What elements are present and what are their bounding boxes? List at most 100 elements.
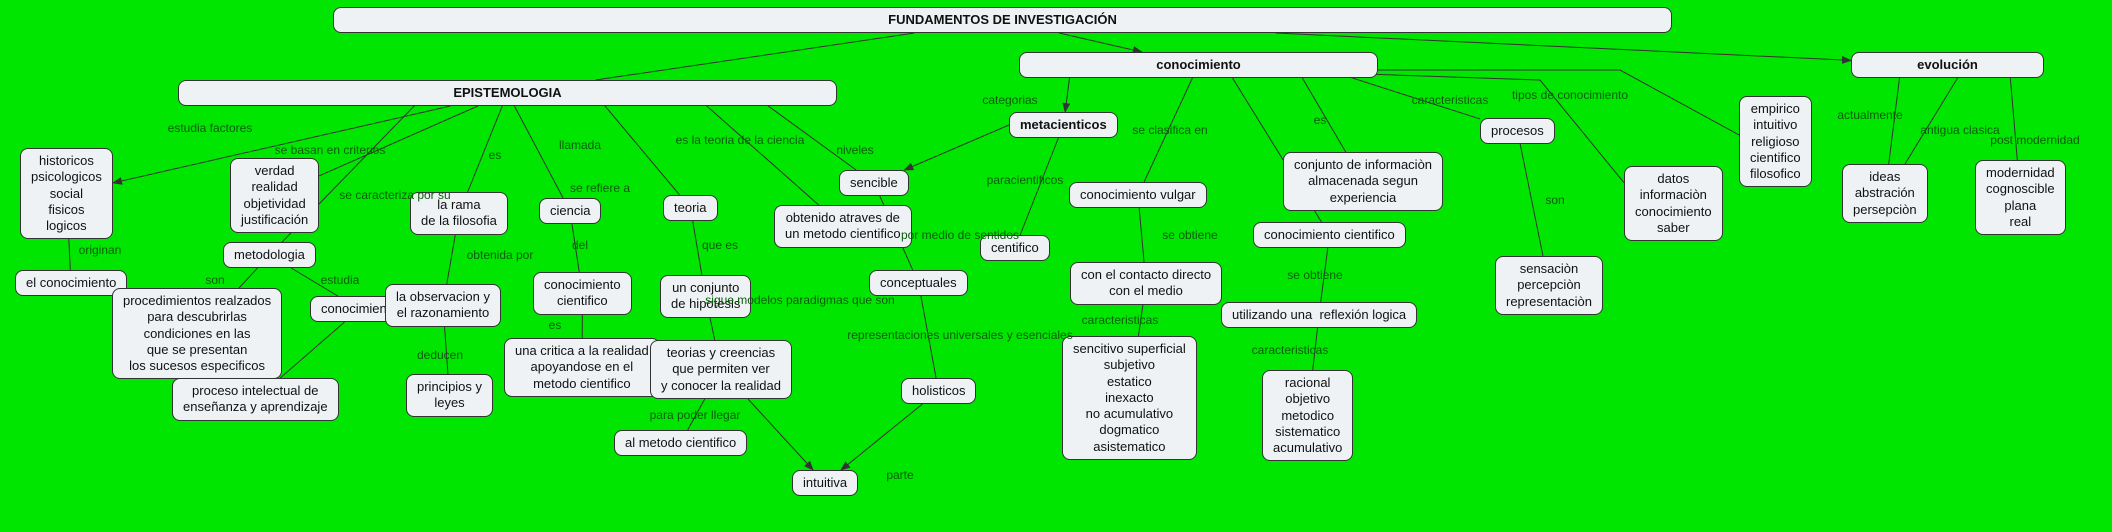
edge-vulgar-contacto xyxy=(1139,208,1144,262)
node-proc: procedimientos realzados para descubrirl… xyxy=(112,288,282,379)
edge-root-conoc xyxy=(1059,33,1142,52)
edge-conoc2-proceso xyxy=(280,322,344,378)
edge-rama-obs xyxy=(447,235,456,284)
edge-epist-obten xyxy=(700,100,819,205)
node-evol: evolución xyxy=(1851,52,2044,78)
edge-epist-rama xyxy=(468,106,503,192)
edge-epist-senc xyxy=(760,100,856,170)
edge-label-evol-modern: post modernidad xyxy=(1990,133,2079,147)
node-intu: intuitiva xyxy=(792,470,858,496)
edge-label-concep-holis: representaciones universales y esenciale… xyxy=(847,328,1072,342)
edge-hist-elcon xyxy=(69,239,71,270)
edge-ciencia-concient xyxy=(572,224,579,272)
edge-procesos-sens xyxy=(1520,144,1543,256)
node-cent: centifico xyxy=(980,235,1050,261)
node-concep: conceptuales xyxy=(869,270,968,296)
node-holis: holisticos xyxy=(901,378,976,404)
edge-label-conoc-procesos: caracteristicas xyxy=(1412,93,1489,107)
node-elcon: el conocimiento xyxy=(15,270,127,296)
edge-conoc-meta xyxy=(1065,74,1070,112)
edge-label-rama-obs: obtenida por xyxy=(467,248,534,262)
edge-evol-ideas xyxy=(1889,74,1900,164)
node-hist: historicos psicologicos social fisicos l… xyxy=(20,148,113,239)
node-contacto: con el contacto directo con el medio xyxy=(1070,262,1222,305)
edge-label-contacto-sencit: caracteristicas xyxy=(1082,313,1159,327)
edge-label-epist-verdad: se basan en criterios xyxy=(275,143,386,157)
edge-label-epist-teoria: se refiere a xyxy=(570,181,630,195)
edge-label-concient-critica: es xyxy=(549,318,562,332)
edge-evol-ideas xyxy=(1905,74,1960,164)
edge-label-concien2-reflex: se obtiene xyxy=(1287,268,1342,282)
node-sencit: sencitivo superficial subjetivo estatico… xyxy=(1062,336,1197,460)
edge-label-vulgar-contacto: se obtiene xyxy=(1162,228,1217,242)
edge-teorias-intu xyxy=(748,399,813,470)
edge-label-evol-ideas: antigua clasica xyxy=(1920,123,1999,137)
node-reflex: utilizando una reflexión logica xyxy=(1221,302,1417,328)
edge-label-meta-cent: paracientificos xyxy=(987,173,1064,187)
edge-root-epist xyxy=(596,33,915,80)
edge-metod-conoc2 xyxy=(291,268,338,296)
node-rama: la rama de la filosofia xyxy=(410,192,508,235)
edge-conoc-conjinfo xyxy=(1300,74,1346,152)
edge-label-epist-rama: es xyxy=(489,148,502,162)
edge-label-teorias-almet: para poder llegar xyxy=(650,408,741,422)
edge-epist-verdad xyxy=(319,106,478,176)
node-ideas: ideas abstración persepciòn xyxy=(1842,164,1928,223)
edge-label-epist-senc: niveles xyxy=(836,143,873,157)
node-conjinfo: conjunto de informaciòn almacenada segun… xyxy=(1283,152,1443,211)
node-racional: racional objetivo metodico sistematico a… xyxy=(1262,370,1353,461)
node-meta: metacienticos xyxy=(1009,112,1118,138)
edge-label-epist-hist: estudia factores xyxy=(168,121,253,135)
edge-reflex-racional xyxy=(1313,328,1318,370)
edge-teoria-hipot xyxy=(693,221,702,275)
edge-meta-senc xyxy=(904,125,1009,170)
node-teoria: teoria xyxy=(663,195,718,221)
node-proceso: proceso intelectual de enseñanza y apren… xyxy=(172,378,339,421)
node-sens: sensaciòn percepciòn representaciòn xyxy=(1495,256,1603,315)
node-obten: obtenido atraves de un metodo cientifico xyxy=(774,205,912,248)
edge-concien2-reflex xyxy=(1321,248,1328,302)
node-ciencia: ciencia xyxy=(539,198,601,224)
edge-epist-teoria xyxy=(600,100,680,195)
edge-conoc-vulgar xyxy=(1144,78,1192,182)
edge-meta-cent xyxy=(1020,138,1058,235)
edge-label-teoria-hipot: que es xyxy=(702,238,738,252)
edge-label-conoc-datos: tipos de conocimiento xyxy=(1512,88,1628,102)
edge-teorias-almet xyxy=(688,399,705,430)
node-modern: modernidad cognoscible plana real xyxy=(1975,160,2066,235)
edge-concep-holis xyxy=(921,296,936,378)
node-concien2: conocimiento cientifico xyxy=(1253,222,1406,248)
edge-label-obs-princ: deducen xyxy=(417,348,463,362)
edge-label-procesos-sens: son xyxy=(1545,193,1564,207)
edge-epist-ciencia xyxy=(514,106,563,198)
node-datos: datos informaciòn conocimiento saber xyxy=(1624,166,1723,241)
edge-hipot-teorias xyxy=(710,318,715,340)
edge-obs-princ xyxy=(445,327,448,374)
edge-label-ciencia-concient: del xyxy=(572,238,588,252)
edge-label-epist-obten: es la teoria de la ciencia xyxy=(676,133,805,147)
edge-contacto-sencit xyxy=(1138,305,1142,336)
node-emp: empirico intuitivo religioso cientifico … xyxy=(1739,96,1812,187)
node-obs: la observacion y el razonamiento xyxy=(385,284,501,327)
edge-label-metod-proc: son xyxy=(205,273,224,287)
node-princ: principios y leyes xyxy=(406,374,493,417)
edge-label-conoc-meta: categorias xyxy=(982,93,1037,107)
edge-label-epist-ciencia: llamada xyxy=(559,138,601,152)
node-vulgar: conocimiento vulgar xyxy=(1069,182,1207,208)
node-epist: EPISTEMOLOGIA xyxy=(178,80,837,106)
edge-conoc-emp xyxy=(1378,70,1739,135)
edge-evol-modern xyxy=(2010,74,2017,160)
node-verdad: verdad realidad objetividad justificació… xyxy=(230,158,319,233)
node-critica: una critica a la realidad apoyandose en … xyxy=(504,338,660,397)
node-metod: metodologia xyxy=(223,242,316,268)
node-almet: al metodo cientifico xyxy=(614,430,747,456)
node-hipot: un conjunto de hipotesis xyxy=(660,275,751,318)
node-root: FUNDAMENTOS DE INVESTIGACIÓN xyxy=(333,7,1672,33)
edge-label-conoc-conjinfo: es xyxy=(1314,113,1327,127)
edge-label-reflex-racional: caracteristicas xyxy=(1252,343,1329,357)
node-teorias: teorias y creencias que permiten ver y c… xyxy=(650,340,792,399)
node-conoc: conocimiento xyxy=(1019,52,1378,78)
edge-label-evol-ideas: actualmente xyxy=(1837,108,1902,122)
node-senc: sencible xyxy=(839,170,909,196)
edge-label-conoc-vulgar: se clasifica en xyxy=(1132,123,1207,137)
